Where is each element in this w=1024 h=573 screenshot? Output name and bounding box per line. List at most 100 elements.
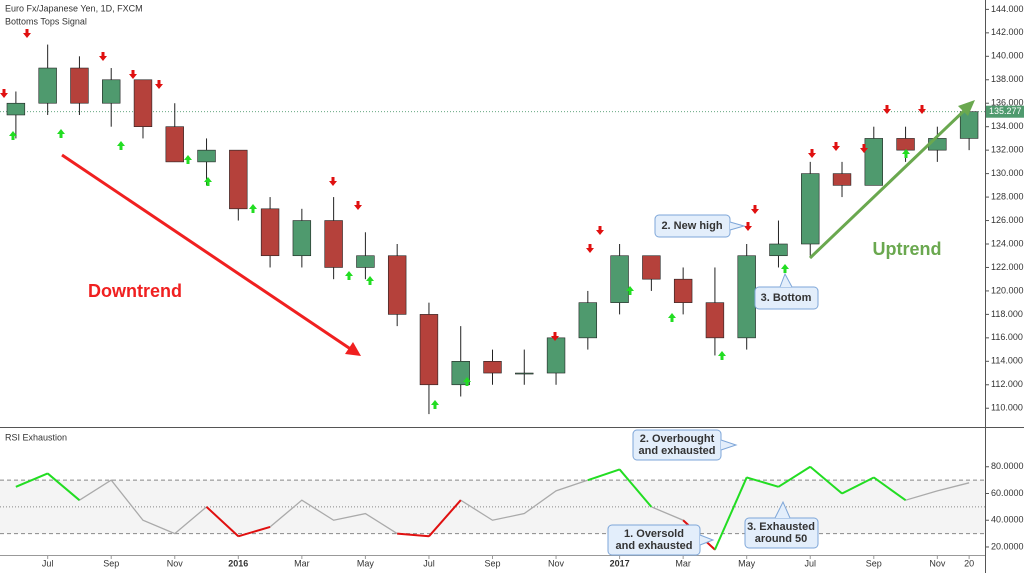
candle-body: [292, 220, 312, 257]
y-tick-label: 144.000: [991, 4, 1024, 14]
rsi-extreme-segment: [428, 499, 462, 537]
bottom-signal: [781, 264, 789, 273]
candle-body: [959, 111, 979, 139]
candle-body: [515, 372, 534, 375]
rsi-extreme-segment: [618, 468, 653, 508]
y-tick-label: 140.000: [991, 51, 1024, 61]
chart-subtitle: Bottoms Tops Signal: [5, 16, 87, 26]
y-tick-label: 124.000: [991, 238, 1024, 248]
candle-body: [419, 314, 439, 386]
chart-title: Euro Fx/Japanese Yen, 1D, FXCM: [5, 3, 143, 13]
candle-body: [737, 255, 756, 339]
candle-body: [229, 149, 248, 210]
rsi-extreme-segment: [809, 466, 843, 495]
candle-body: [260, 208, 280, 257]
y-tick-label: 134.000: [991, 121, 1024, 131]
top-signal: [832, 142, 840, 151]
callout-pointer: [720, 439, 738, 451]
candle-body: [102, 79, 121, 104]
uptrend-arrow: [808, 105, 970, 260]
last-price-tag: [986, 105, 1024, 118]
callout-pointer: [729, 221, 746, 231]
rsi-extreme-segment: [777, 465, 811, 488]
top-signal: [129, 70, 137, 79]
callout-text: 3. Exhausted: [747, 521, 815, 533]
arrow-head: [958, 100, 975, 116]
x-tick-label: Nov: [548, 558, 565, 568]
y-tick-label: 40.0000: [991, 515, 1024, 525]
candle-body: [165, 126, 184, 163]
y-tick-label: 128.000: [991, 191, 1024, 201]
rsi-line: [15, 465, 970, 551]
y-tick-label: 114.000: [991, 356, 1023, 366]
bottom-signal: [57, 129, 65, 138]
x-tick-label: Sep: [484, 558, 500, 568]
top-signal: [586, 244, 594, 253]
y-tick-label: 130.000: [991, 168, 1024, 178]
x-tick-label: May: [357, 558, 375, 568]
y-tick-label: 122.000: [991, 262, 1024, 272]
rsi-extreme-segment: [47, 472, 81, 501]
callout-pointer: [779, 272, 793, 288]
callout-pointer: [774, 500, 791, 519]
callout-text: 2. Overbought: [640, 433, 715, 445]
x-tick-label: May: [738, 558, 756, 568]
y-tick-label: 132.000: [991, 145, 1024, 155]
top-signal: [0, 89, 8, 98]
candle-body: [769, 243, 788, 257]
candle-body: [451, 361, 470, 386]
x-tick-label: Mar: [675, 558, 691, 568]
x-tick-label: 2017: [610, 558, 630, 568]
y-tick-label: 120.000: [991, 285, 1024, 295]
candle-body: [832, 173, 852, 186]
y-tick-label: 138.000: [991, 74, 1024, 84]
bottom-signal: [366, 276, 374, 285]
candle-body: [324, 220, 343, 268]
bottom-signal: [117, 141, 125, 150]
candle-body: [70, 67, 89, 104]
x-tick-label: 20: [964, 558, 974, 568]
callouts: 2. New high 3. Bottom 2. Overbought and …: [607, 214, 819, 556]
bottom-signal: [345, 271, 353, 280]
y-tick-label: 116.000: [991, 332, 1023, 342]
downtrend-label: Downtrend: [88, 281, 182, 301]
y-tick-label: 118.000: [991, 309, 1023, 319]
bottom-signal: [431, 400, 439, 409]
candle-body: [133, 79, 153, 127]
candle-body: [896, 138, 915, 151]
uptrend-label: Uptrend: [873, 239, 942, 259]
top-signal: [23, 29, 31, 38]
callout-pointer: [699, 534, 715, 546]
bottom-signal: [249, 204, 257, 213]
candle-body: [6, 102, 26, 116]
x-tick-label: 2016: [228, 558, 248, 568]
downtrend-arrow: [61, 153, 356, 354]
y-tick-label: 20.0000: [991, 541, 1024, 551]
rsi-extreme-segment: [15, 472, 49, 488]
bottom-signal: [668, 313, 676, 322]
top-signal: [354, 201, 362, 210]
candle-body: [356, 255, 375, 268]
candle-body: [864, 138, 883, 186]
candle-body: [546, 337, 566, 374]
y-tick-label: 136.000: [991, 98, 1024, 108]
x-tick-label: Jul: [804, 558, 816, 568]
top-signal: [883, 105, 891, 114]
last-price-label: 135.277: [989, 106, 1022, 116]
candle-body: [610, 255, 629, 303]
rsi-extreme-segment: [841, 476, 875, 495]
rsi-extreme-segment: [746, 476, 779, 488]
x-tick-label: Sep: [103, 558, 119, 568]
rsi-extreme-segment: [238, 525, 271, 538]
candle-body: [483, 361, 502, 374]
rsi-extreme-segment: [714, 477, 748, 551]
x-tick-label: Sep: [866, 558, 882, 568]
candle-body: [673, 278, 693, 303]
callout-text: 1. Oversold: [624, 528, 684, 540]
x-tick-label: Nov: [929, 558, 946, 568]
rsi-extreme-segment: [397, 532, 430, 538]
x-tick-label: Jul: [423, 558, 435, 568]
bottom-signal: [184, 155, 192, 164]
y-tick-label: 142.000: [991, 27, 1024, 37]
y-tick-label: 112.000: [991, 379, 1023, 389]
